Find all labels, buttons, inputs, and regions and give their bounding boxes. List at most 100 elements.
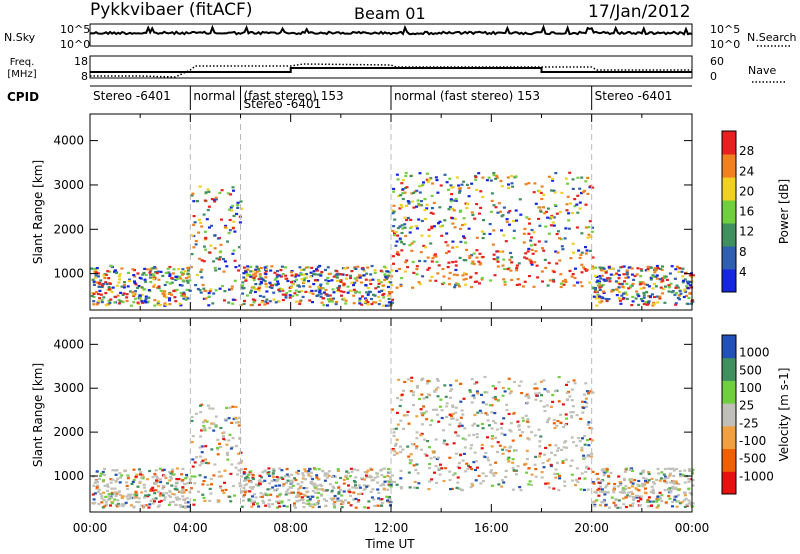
data-cell bbox=[126, 497, 130, 501]
data-cell bbox=[576, 211, 580, 214]
data-cell bbox=[352, 288, 356, 291]
data-cell bbox=[392, 187, 396, 190]
data-cell bbox=[674, 302, 678, 305]
data-cell bbox=[271, 474, 275, 477]
data-cell bbox=[268, 286, 272, 289]
data-cell bbox=[488, 223, 492, 226]
data-cell bbox=[447, 188, 450, 191]
data-cell bbox=[403, 186, 407, 190]
data-cell bbox=[618, 299, 622, 302]
data-cell bbox=[136, 485, 140, 488]
data-cell bbox=[249, 275, 253, 278]
data-cell bbox=[415, 268, 419, 271]
data-cell bbox=[496, 450, 499, 454]
data-cell bbox=[245, 475, 249, 478]
data-cell bbox=[213, 234, 217, 237]
data-cell bbox=[96, 484, 100, 487]
data-cell bbox=[258, 273, 262, 276]
data-cell bbox=[201, 428, 205, 431]
data-cell bbox=[316, 488, 320, 491]
data-cell bbox=[415, 189, 419, 192]
data-cell bbox=[598, 286, 602, 289]
data-cell bbox=[528, 222, 531, 225]
data-cell bbox=[190, 441, 194, 444]
data-cell bbox=[152, 274, 156, 277]
data-cell bbox=[661, 292, 665, 295]
data-cell bbox=[449, 396, 452, 399]
data-cell bbox=[141, 301, 145, 304]
data-cell bbox=[359, 281, 363, 284]
data-cell bbox=[471, 213, 475, 217]
data-cell bbox=[345, 474, 348, 477]
data-cell bbox=[198, 474, 202, 477]
data-cell bbox=[142, 486, 146, 489]
data-cell bbox=[269, 493, 273, 496]
data-cell bbox=[284, 266, 288, 269]
data-cell bbox=[403, 226, 407, 229]
data-cell bbox=[414, 447, 418, 450]
data-cell bbox=[386, 304, 390, 307]
data-cell bbox=[294, 273, 298, 276]
data-cell bbox=[532, 285, 536, 288]
data-cell bbox=[617, 291, 621, 294]
data-cell bbox=[353, 277, 357, 280]
data-cell bbox=[202, 213, 206, 216]
data-cell bbox=[108, 301, 112, 304]
data-cell bbox=[438, 206, 442, 209]
data-cell bbox=[347, 501, 351, 504]
data-cell bbox=[237, 469, 241, 472]
data-cell bbox=[677, 294, 681, 297]
data-cell bbox=[555, 233, 559, 236]
data-cell bbox=[488, 232, 492, 236]
data-cell bbox=[358, 492, 362, 495]
data-cell bbox=[444, 467, 448, 470]
data-cell bbox=[495, 176, 499, 179]
data-cell bbox=[584, 180, 588, 183]
data-cell bbox=[500, 215, 504, 218]
data-cell bbox=[256, 502, 259, 505]
data-cell bbox=[201, 493, 205, 496]
data-cell bbox=[212, 198, 216, 201]
data-cell bbox=[144, 280, 148, 283]
data-cell bbox=[616, 485, 620, 488]
data-cell bbox=[593, 503, 597, 506]
data-cell bbox=[331, 475, 334, 478]
data-cell bbox=[605, 299, 609, 303]
data-cell bbox=[545, 404, 549, 407]
data-cell bbox=[151, 502, 155, 505]
data-cell bbox=[423, 198, 427, 201]
data-cell bbox=[387, 297, 391, 301]
data-cell bbox=[216, 453, 220, 456]
data-cell bbox=[400, 205, 404, 209]
data-cell bbox=[342, 283, 346, 286]
data-cell bbox=[419, 434, 423, 437]
data-cell bbox=[454, 260, 458, 263]
data-cell bbox=[244, 270, 248, 273]
data-cell bbox=[392, 225, 396, 228]
data-cell bbox=[639, 275, 643, 278]
data-cell bbox=[552, 189, 556, 192]
data-cell bbox=[584, 246, 587, 249]
data-cell bbox=[579, 281, 583, 284]
data-cell bbox=[617, 277, 621, 280]
data-cell bbox=[430, 194, 434, 197]
data-cell bbox=[381, 304, 385, 307]
data-cell bbox=[226, 453, 230, 457]
data-cell bbox=[647, 285, 651, 288]
data-cell bbox=[509, 269, 513, 272]
data-cell bbox=[224, 488, 228, 491]
data-cell bbox=[493, 412, 497, 415]
data-cell bbox=[463, 236, 467, 240]
data-cell bbox=[553, 454, 557, 457]
data-cell bbox=[477, 474, 481, 477]
data-cell bbox=[502, 206, 506, 209]
data-cell bbox=[420, 448, 424, 451]
data-cell bbox=[254, 268, 258, 271]
freq-tick-bottom: 8 bbox=[81, 70, 88, 83]
data-cell bbox=[469, 276, 473, 279]
data-cell bbox=[607, 474, 610, 477]
data-cell bbox=[183, 505, 187, 508]
data-cell bbox=[502, 258, 506, 261]
data-cell bbox=[117, 491, 121, 494]
data-cell bbox=[411, 443, 414, 446]
